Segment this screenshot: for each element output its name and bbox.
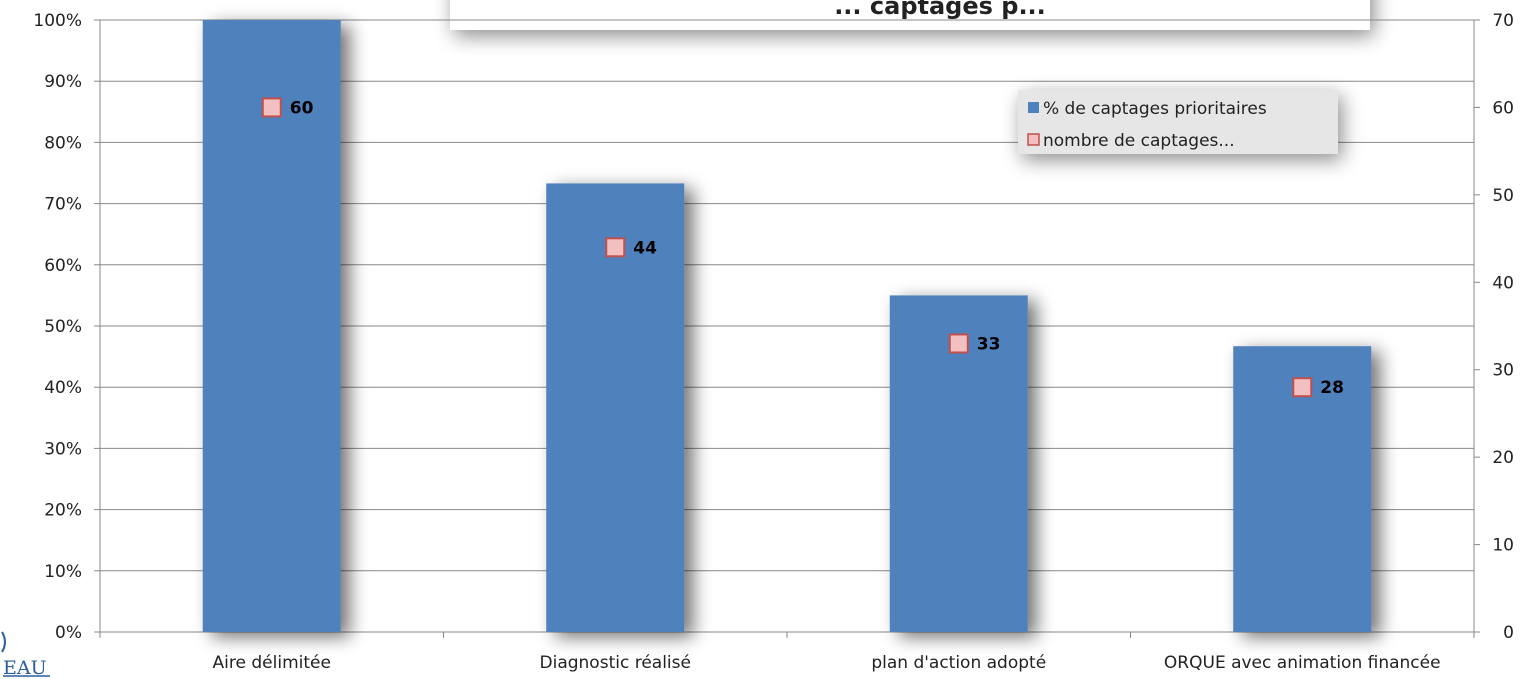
legend: % de captages prioritaires nombre de cap…: [1018, 90, 1338, 154]
right-tick-label-70: 70: [1492, 11, 1514, 31]
bar-1: [202, 20, 341, 632]
legend-swatch-percent: [1028, 102, 1039, 113]
legend-label-count: nombre de captages...: [1043, 131, 1235, 151]
left-tick-label-80: 80%: [44, 133, 82, 153]
right-tick-label-20: 20: [1492, 448, 1514, 468]
right-tick-label-30: 30: [1492, 361, 1514, 381]
left-axis-ticks: 0% 10% 20% 30% 40% 50% 60% 70% 80% 90% 100%: [33, 11, 100, 643]
left-tick-label-0: 0%: [55, 623, 82, 643]
category-label-3: plan d'action adopté: [871, 653, 1046, 673]
logo-text: EAU: [3, 657, 47, 679]
left-tick-label-30: 30%: [44, 439, 82, 459]
legend-item-percent: % de captages prioritaires: [1028, 99, 1267, 119]
left-tick-label-50: 50%: [44, 317, 82, 337]
category-label-1: Aire délimitée: [213, 653, 331, 673]
data-label-4: 28: [1320, 378, 1344, 398]
bars: [202, 20, 1372, 633]
category-labels: Aire délimitée Diagnostic réalisé plan d'a…: [213, 653, 1441, 673]
marker-1: [261, 97, 282, 118]
right-tick-label-10: 10: [1492, 536, 1514, 556]
right-tick-label-60: 60: [1492, 98, 1514, 118]
right-tick-label-0: 0: [1503, 623, 1514, 643]
title-banner: ... captages p...: [450, 0, 1370, 30]
markers: 60 44 33 28: [261, 97, 1344, 398]
data-label-1: 60: [290, 98, 314, 118]
legend-label-percent: % de captages prioritaires: [1043, 99, 1267, 119]
right-axis-ticks: 0 10 20 30 40 50 60 70: [1474, 11, 1514, 643]
legend-swatch-count: [1027, 133, 1040, 146]
left-tick-label-70: 70%: [44, 195, 82, 215]
left-tick-label-100: 100%: [33, 11, 82, 31]
left-tick-label-90: 90%: [44, 72, 82, 92]
marker-3: [948, 333, 969, 354]
marker-2: [605, 237, 626, 258]
left-tick-label-40: 40%: [44, 378, 82, 398]
right-tick-label-50: 50: [1492, 186, 1514, 206]
bar-2: [546, 183, 685, 633]
left-tick-label-60: 60%: [44, 256, 82, 276]
legend-item-count: nombre de captages...: [1027, 131, 1235, 151]
logo-swoosh-icon: [1, 631, 6, 653]
chart-title: ... captages p...: [834, 0, 1046, 20]
right-tick-label-40: 40: [1492, 273, 1514, 293]
category-label-4: ORQUE avec animation financée: [1164, 653, 1441, 673]
category-label-2: Diagnostic réalisé: [540, 653, 691, 673]
left-tick-label-20: 20%: [44, 501, 82, 521]
left-tick-label-10: 10%: [44, 562, 82, 582]
marker-4: [1292, 377, 1313, 398]
data-label-2: 44: [633, 238, 657, 258]
logo: EAU: [1, 631, 50, 679]
data-label-3: 33: [977, 334, 1001, 354]
